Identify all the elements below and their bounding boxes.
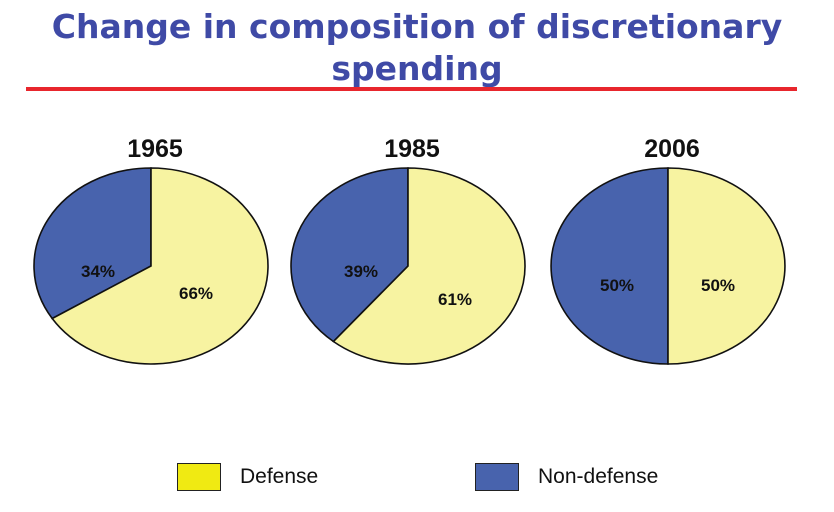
pie-slice-defense — [51, 167, 269, 365]
pie-title: 1965 — [127, 135, 183, 163]
legend-label-defense: Defense — [240, 465, 319, 488]
legend-swatch-non-defense — [475, 463, 519, 491]
pie-value-label-defense: 66% — [179, 284, 213, 303]
legend-swatch-defense — [177, 463, 221, 491]
legend-label-non-defense: Non-defense — [538, 465, 659, 488]
title-divider — [26, 87, 797, 91]
pie-title: 1985 — [384, 135, 440, 163]
pie-title: 2006 — [644, 135, 700, 163]
slide-title: Change in composition of discretionary s… — [51, 7, 783, 88]
pie-1965: 1965 34% 66% — [33, 135, 269, 365]
pie-slice-non-defense — [290, 167, 409, 343]
pie-value-label-non-defense: 39% — [344, 262, 378, 281]
pie-value-label-defense: 50% — [701, 276, 735, 295]
pie-slice-defense — [667, 167, 786, 365]
pie-value-label-non-defense: 50% — [600, 276, 634, 295]
pie-1985: 1985 39% 61% — [290, 135, 526, 365]
pie-slice-defense — [332, 167, 526, 365]
pie-value-label-defense: 61% — [438, 290, 472, 309]
pie-slice-non-defense — [550, 167, 669, 365]
pie-2006: 2006 50% 50% — [550, 135, 786, 365]
pie-value-label-non-defense: 34% — [81, 262, 115, 281]
